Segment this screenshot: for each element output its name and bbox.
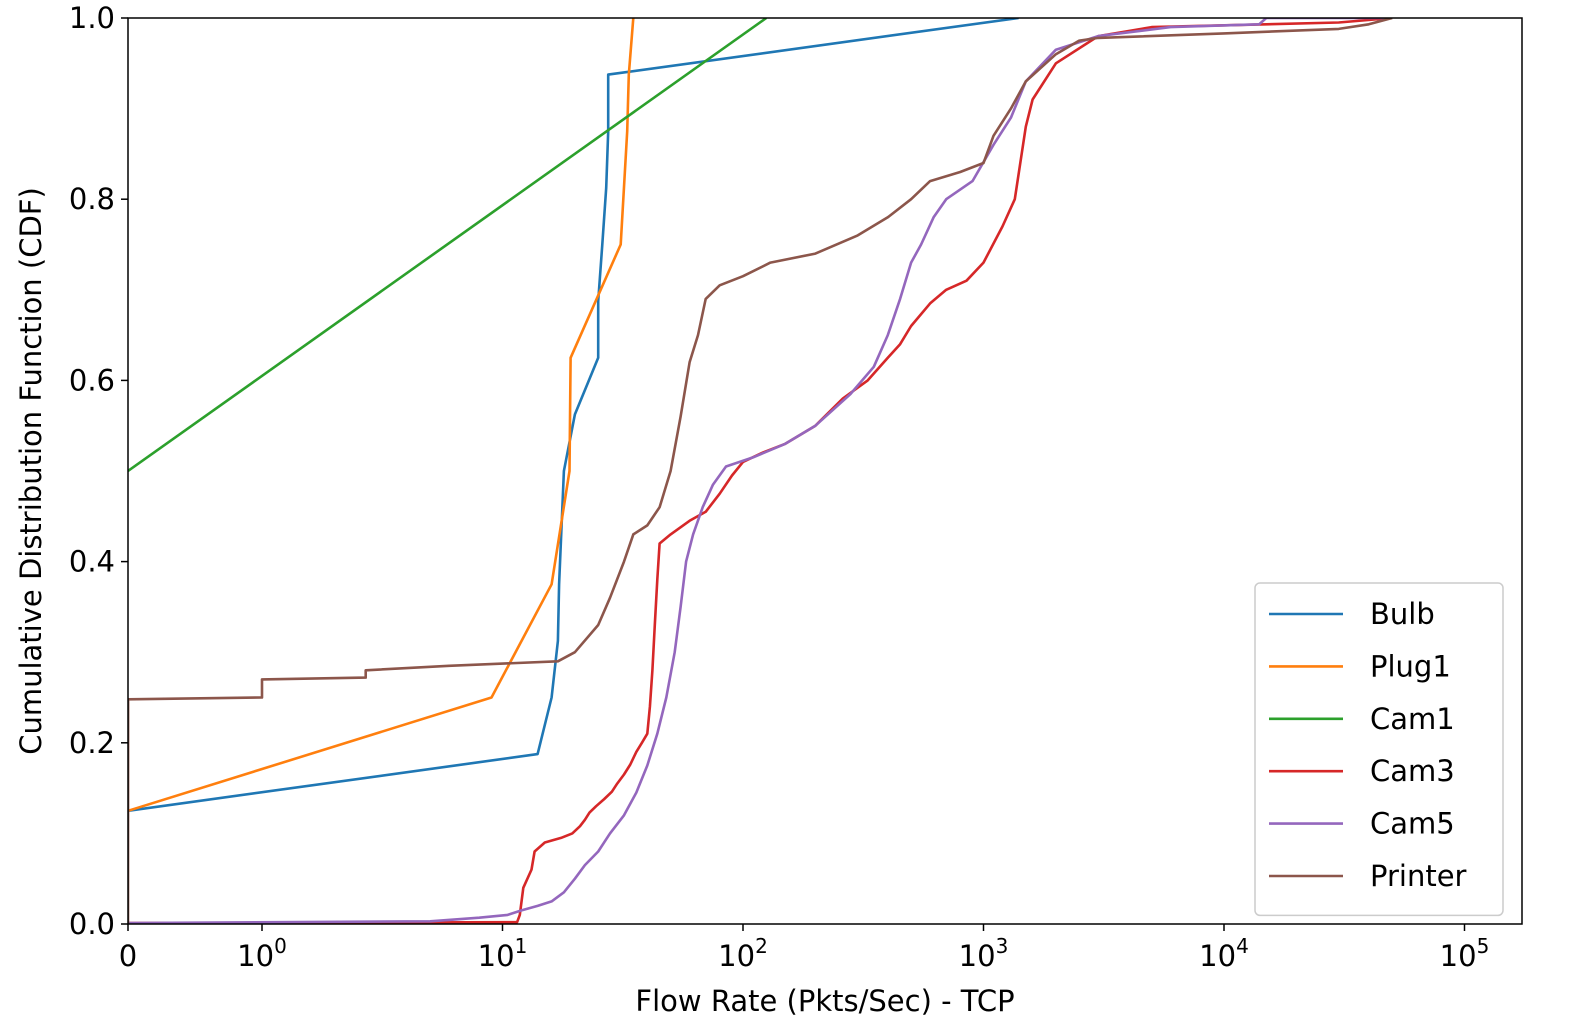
x-tick-label: 105 [1440,934,1490,973]
series-line-cam3 [128,18,1393,924]
x-tick-label: 0 [119,939,137,973]
x-axis: 0 100 101 102 103 104 105 [119,924,1490,973]
y-tick-label: 0.2 [69,726,115,760]
y-tick-label: 1.0 [69,1,115,35]
legend: Bulb Plug1 Cam1 Cam3 Cam5 Printer [1254,582,1504,917]
series-line-cam1 [128,18,768,473]
x-tick-label: 101 [478,934,528,973]
legend-label-bulb: Bulb [1370,597,1435,631]
y-axis-title: Cumulative Distribution Function (CDF) [14,187,48,755]
series-line-printer [128,18,1393,924]
x-tick-label: 104 [1199,934,1249,973]
series-line-plug1 [128,18,635,813]
plot-frame [127,17,1523,925]
series-layer [128,18,1393,924]
legend-label-cam3: Cam3 [1370,754,1455,788]
x-tick-label: 103 [959,934,1009,973]
y-tick-label: 0.4 [69,545,115,579]
y-tick-label: 0.0 [69,907,115,941]
series-line-bulb [128,18,1019,813]
legend-label-cam1: Cam1 [1370,702,1455,736]
legend-label-cam5: Cam5 [1370,807,1455,841]
x-axis-title: Flow Rate (Pkts/Sec) - TCP [635,984,1014,1018]
series-line-cam5 [128,18,1393,924]
y-tick-label: 0.8 [69,182,115,216]
x-tick-label: 102 [718,934,768,973]
legend-label-printer: Printer [1370,859,1467,893]
y-axis: 0.0 0.2 0.4 0.6 0.8 1.0 [69,1,128,941]
y-tick-label: 0.6 [69,363,115,397]
legend-label-plug1: Plug1 [1370,649,1451,683]
x-tick-label: 100 [237,934,287,973]
